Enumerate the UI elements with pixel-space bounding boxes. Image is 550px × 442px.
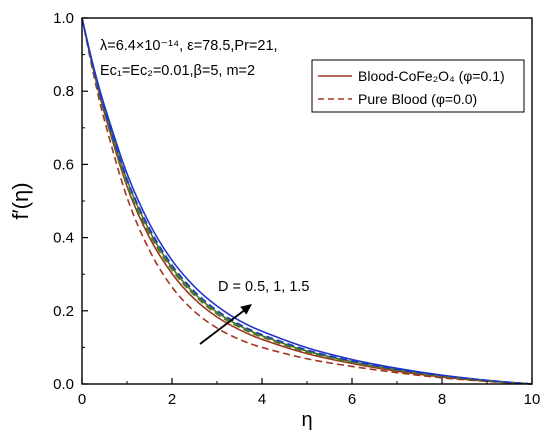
- y-tick-label: 1.0: [53, 10, 74, 27]
- arrow-annotation: D = 0.5, 1, 1.5: [199, 279, 310, 345]
- parameters-line-1: λ=6.4×10⁻¹⁴, ε=78.5,Pr=21,: [100, 38, 278, 54]
- legend-box: [311, 59, 525, 113]
- x-axis-title: η: [301, 409, 312, 431]
- legend-label-pure-blood: Pure Blood (φ=0.0): [358, 91, 477, 107]
- arrow-head: [240, 304, 252, 315]
- x-tick-label: 10: [524, 391, 541, 408]
- arrow-label: D = 0.5, 1, 1.5: [218, 279, 310, 295]
- y-tick-label: 0.4: [53, 230, 74, 247]
- parameters-line-2: Ec₁=Ec₂=0.01,β=5, m=2: [100, 63, 255, 79]
- x-tick-label: 2: [168, 391, 176, 408]
- x-tick-label: 8: [438, 391, 446, 408]
- legend-label-nanofluid: Blood-CoFe₂O₄ (φ=0.1): [358, 68, 505, 84]
- series-layer: [81, 17, 533, 385]
- y-tick-label: 0.0: [53, 376, 74, 393]
- y-tick-label: 0.8: [53, 83, 74, 100]
- series-line-dashed-6: [81, 17, 533, 385]
- x-tick-label: 4: [258, 391, 266, 408]
- ticks-layer: 0 2 4 6 8 10 0.0 0.2 0.4 0.6 0.8 1.0: [53, 10, 540, 408]
- y-tick-label: 0.2: [53, 303, 74, 320]
- x-tick-label: 6: [348, 391, 356, 408]
- y-axis-title: f′(η): [8, 182, 33, 219]
- arrow-line: [199, 308, 247, 345]
- y-tick-label: 0.6: [53, 156, 74, 173]
- series-line-dashed-4: [81, 17, 533, 385]
- x-tick-label: 0: [78, 391, 86, 408]
- legend: Blood-CoFe₂O₄ (φ=0.1) Pure Blood (φ=0.0): [311, 59, 525, 113]
